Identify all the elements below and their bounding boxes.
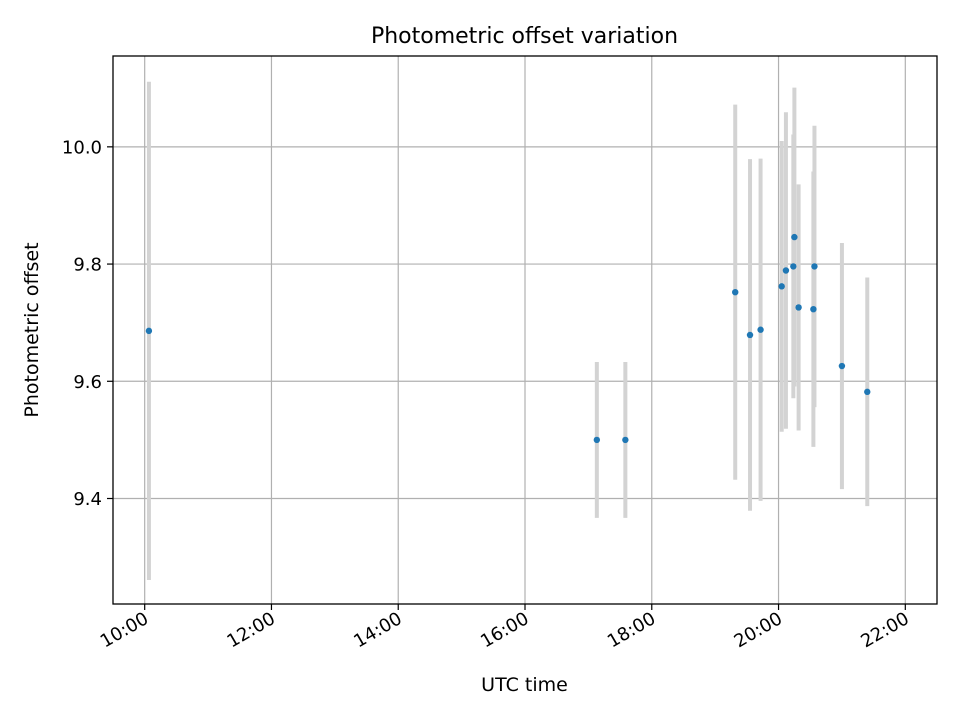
chart-title: Photometric offset variation [371, 24, 678, 49]
x-tick-label: 18:00 [604, 608, 659, 652]
x-axis: 10:00 12:00 14:00 16:00 18:00 20:00 22:00 [97, 604, 913, 652]
data-point [732, 288, 739, 296]
data-point [593, 436, 601, 444]
x-tick-label: 20:00 [731, 608, 786, 652]
x-tick-label: 14:00 [350, 608, 405, 652]
x-tick-label: 16:00 [477, 608, 532, 652]
y-tick-label: 9.6 [73, 372, 102, 393]
x-tick-label: 12:00 [224, 608, 279, 652]
x-tick-label: 10:00 [97, 608, 152, 652]
data-point [746, 331, 754, 339]
data-point [795, 304, 802, 311]
y-tick-label: 10.0 [62, 137, 102, 158]
data-point [622, 436, 629, 444]
data-point [782, 267, 790, 274]
data-points [145, 233, 871, 444]
data-point [810, 305, 817, 313]
y-tick-label: 9.8 [73, 255, 102, 276]
data-point [778, 283, 785, 290]
data-point [811, 263, 818, 270]
data-point [145, 327, 153, 335]
data-point [790, 263, 797, 270]
x-axis-label: UTC time [481, 674, 568, 696]
y-axis: 9.4 9.6 9.8 10.0 [62, 137, 113, 510]
data-point [838, 362, 846, 370]
data-point [757, 326, 764, 333]
x-tick-label: 22:00 [857, 608, 912, 652]
y-axis-label: Photometric offset [21, 242, 43, 417]
data-point [864, 388, 871, 396]
y-tick-label: 9.4 [73, 489, 102, 510]
data-point [791, 233, 798, 241]
